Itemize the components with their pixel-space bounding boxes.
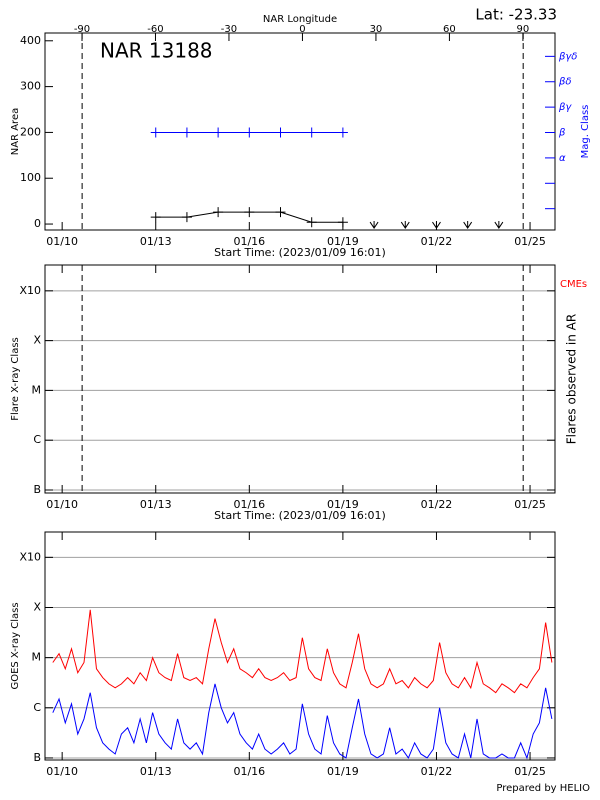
x2-tick-label: -90: [74, 24, 90, 35]
annotation: CMEs: [560, 279, 587, 290]
data-point: [275, 207, 286, 218]
x-tick-label: 01/19: [327, 235, 359, 248]
x2-tick-label: -30: [221, 24, 237, 35]
data-point: [494, 221, 504, 229]
y-axis-label: Flare X-ray Class: [10, 337, 21, 421]
y2-axis-label: Flares observed in AR: [565, 314, 579, 444]
y-tick-label: X10: [19, 550, 41, 563]
chart-subtitle: Lat: -23.33: [475, 6, 557, 24]
x2-tick-label: 0: [299, 24, 305, 35]
y2-tick-label: α: [559, 153, 566, 164]
data-point: [150, 212, 161, 223]
y2-tick-label: βδ: [558, 77, 572, 88]
y-tick-label: M: [32, 651, 42, 664]
x-tick-label: 01/13: [140, 765, 172, 778]
data-point: [213, 127, 224, 138]
x-tick-label: 01/25: [514, 765, 546, 778]
y-tick-label: 200: [20, 125, 41, 138]
y-tick-label: B: [33, 483, 41, 496]
plot-frame: [44, 531, 556, 761]
x-tick-label: 01/25: [514, 235, 546, 248]
y2-tick-label: β: [558, 128, 566, 139]
data-point: [181, 212, 192, 223]
data-point: [463, 221, 473, 229]
y-tick-label: 300: [20, 80, 41, 93]
x-tick-label: 01/16: [233, 498, 265, 511]
x-tick-label: 01/25: [514, 498, 546, 511]
y-tick-label: C: [33, 701, 41, 714]
y-tick-label: X10: [19, 284, 41, 297]
y-tick-label: C: [33, 433, 41, 446]
x-tick-label: 01/19: [327, 498, 359, 511]
x-tick-label: 01/13: [140, 235, 172, 248]
x-tick-label: 01/22: [421, 765, 453, 778]
plot-frame: [44, 264, 556, 494]
y-tick-label: 0: [34, 217, 41, 230]
data-point: [306, 127, 317, 138]
x2-tick-label: 60: [443, 24, 456, 35]
x2-tick-label: 30: [370, 24, 383, 35]
x-tick-label: 01/10: [46, 765, 78, 778]
x-tick-label: 01/19: [327, 765, 359, 778]
plot-area: [52, 609, 553, 760]
x-axis-label: Start Time: (2023/01/09 16:01): [214, 509, 386, 522]
x-tick-label: 01/16: [233, 235, 265, 248]
plot-frame: [44, 32, 556, 231]
series-line: [52, 609, 553, 694]
x-axis-label: Start Time: (2023/01/09 16:01): [214, 246, 386, 259]
data-point: [213, 207, 224, 218]
y-tick-label: M: [32, 383, 42, 396]
data-point: [244, 127, 255, 138]
y2-tick-label: βγδ: [558, 51, 577, 62]
y2-axis-label: Mag. Class: [580, 105, 591, 159]
data-point: [337, 127, 348, 138]
plot-area: [150, 127, 504, 229]
x-tick-label: 01/22: [421, 235, 453, 248]
x-tick-label: 01/16: [233, 765, 265, 778]
chart-title: NAR 13188: [100, 39, 213, 63]
x2-tick-label: -60: [147, 24, 163, 35]
y-tick-label: 400: [20, 34, 41, 47]
x-tick-label: 01/13: [140, 498, 172, 511]
data-point: [275, 127, 286, 138]
footer: Prepared by HELIO: [496, 783, 590, 794]
y-axis-label: NAR Area: [10, 108, 21, 155]
data-point: [337, 217, 348, 228]
data-point: [306, 217, 317, 228]
y-tick-label: X: [33, 600, 41, 613]
x-tick-label: 01/22: [421, 498, 453, 511]
x2-tick-label: 90: [517, 24, 530, 35]
data-point: [244, 207, 255, 218]
data-point: [181, 127, 192, 138]
y-tick-label: B: [33, 751, 41, 764]
x2-axis-label: NAR Longitude: [263, 14, 337, 25]
series-line: [52, 683, 553, 760]
x-tick-label: 01/10: [46, 498, 78, 511]
y-tick-label: X: [33, 334, 41, 347]
x-tick-label: 01/10: [46, 235, 78, 248]
data-point: [400, 221, 410, 229]
data-point: [432, 221, 441, 229]
y2-tick-label: βγ: [558, 102, 572, 113]
y-axis-label: GOES X-ray Class: [10, 602, 21, 689]
y-tick-label: 100: [20, 171, 41, 184]
data-point: [150, 127, 161, 138]
data-point: [369, 221, 379, 229]
